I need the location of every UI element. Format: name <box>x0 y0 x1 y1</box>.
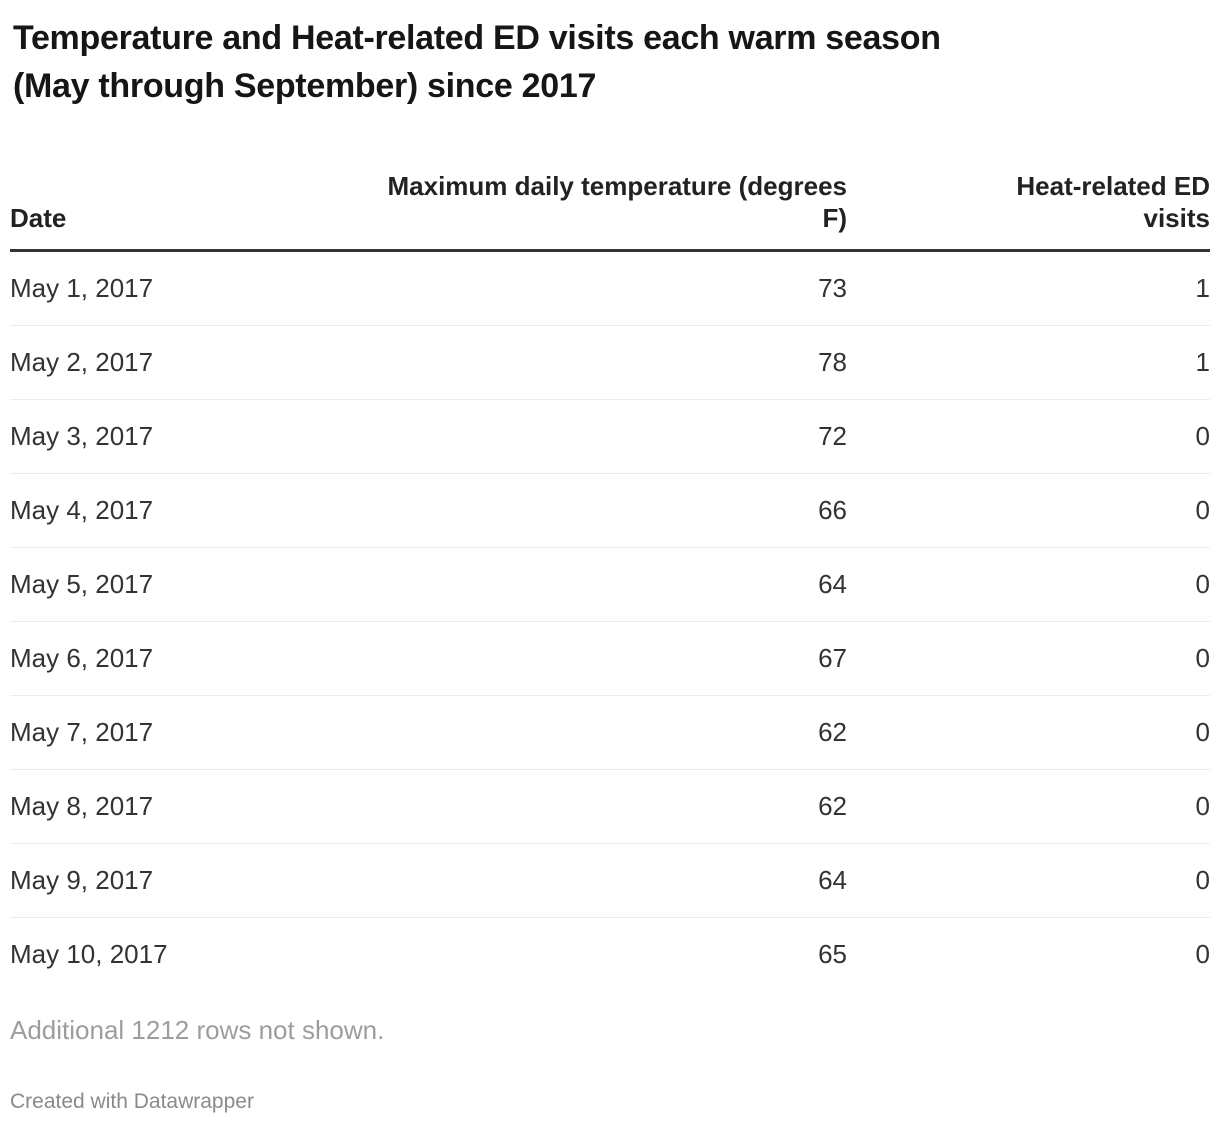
cell-ed-visits: 0 <box>847 843 1210 918</box>
table-row: May 7, 2017 62 0 <box>10 695 1210 770</box>
cell-max-temp: 73 <box>367 250 847 326</box>
cell-date: May 1, 2017 <box>10 250 367 326</box>
cell-ed-visits: 0 <box>847 695 1210 770</box>
cell-ed-visits: 1 <box>847 325 1210 400</box>
column-header-max-temp: Maximum daily temperature (degrees F) <box>367 170 848 252</box>
table-header-row: Date Maximum daily temperature (degrees … <box>10 170 1210 252</box>
cell-date: May 9, 2017 <box>10 843 367 918</box>
cell-date: May 7, 2017 <box>10 695 367 770</box>
chart-title-line-2: (May through September) since 2017 <box>13 67 597 105</box>
column-header-max-temp-label: Maximum daily temperature (degrees F) <box>387 171 848 233</box>
table-row: May 5, 2017 64 0 <box>10 547 1210 622</box>
cell-date: May 3, 2017 <box>10 399 367 474</box>
table-row: May 8, 2017 62 0 <box>10 769 1210 844</box>
cell-ed-visits: 0 <box>847 399 1210 474</box>
datawrapper-attribution-link[interactable]: Created with Datawrapper <box>10 1090 254 1113</box>
cell-max-temp: 64 <box>367 843 847 918</box>
cell-max-temp: 78 <box>367 325 847 400</box>
table-row: May 9, 2017 64 0 <box>10 843 1210 918</box>
cell-max-temp: 62 <box>367 769 847 844</box>
cell-date: May 6, 2017 <box>10 621 367 696</box>
cell-ed-visits: 0 <box>847 473 1210 548</box>
datawrapper-table-page: Temperature and Heat-related ED visits e… <box>0 14 1220 1114</box>
chart-title-line-1: Temperature and Heat-related ED visits e… <box>13 19 941 57</box>
cell-ed-visits: 0 <box>1195 939 1210 969</box>
data-table: Date Maximum daily temperature (degrees … <box>10 170 1210 991</box>
column-header-ed-visits-label: Heat-related ED visits <box>1016 171 1210 233</box>
column-header-ed-visits: Heat-related ED visits <box>847 170 1210 252</box>
table-row: May 2, 2017 78 1 <box>10 325 1210 400</box>
table-row: May 6, 2017 67 0 <box>10 621 1210 696</box>
cell-date: May 5, 2017 <box>10 547 367 622</box>
column-header-date: Date <box>10 170 367 252</box>
cell-max-temp: 66 <box>367 473 847 548</box>
cell-max-temp: 65 <box>818 939 847 969</box>
table-row: May 3, 2017 72 0 <box>10 399 1210 474</box>
cell-ed-visits: 0 <box>847 769 1210 844</box>
table-body: May 1, 2017 73 1 May 2, 2017 78 1 May 3,… <box>10 250 1210 992</box>
cell-ed-visits: 0 <box>847 621 1210 696</box>
rows-not-shown-note: Additional 1212 rows not shown. <box>10 1015 385 1045</box>
table-row: May 4, 2017 66 0 <box>10 473 1210 548</box>
cell-date: May 8, 2017 <box>10 769 367 844</box>
cell-date: May 4, 2017 <box>10 473 367 548</box>
table-row: May 1, 2017 73 1 <box>10 250 1210 326</box>
cell-max-temp: 64 <box>367 547 847 622</box>
table-row: May 10, 2017 65 0 <box>10 918 1210 992</box>
cell-max-temp: 72 <box>367 399 847 474</box>
cell-date: May 2, 2017 <box>10 325 367 400</box>
cell-max-temp: 67 <box>367 621 847 696</box>
cell-ed-visits: 0 <box>847 547 1210 622</box>
chart-title: Temperature and Heat-related ED visits e… <box>13 14 1210 110</box>
cell-ed-visits: 1 <box>847 250 1210 326</box>
cell-date: May 10, 2017 <box>10 939 168 969</box>
cell-max-temp: 62 <box>367 695 847 770</box>
